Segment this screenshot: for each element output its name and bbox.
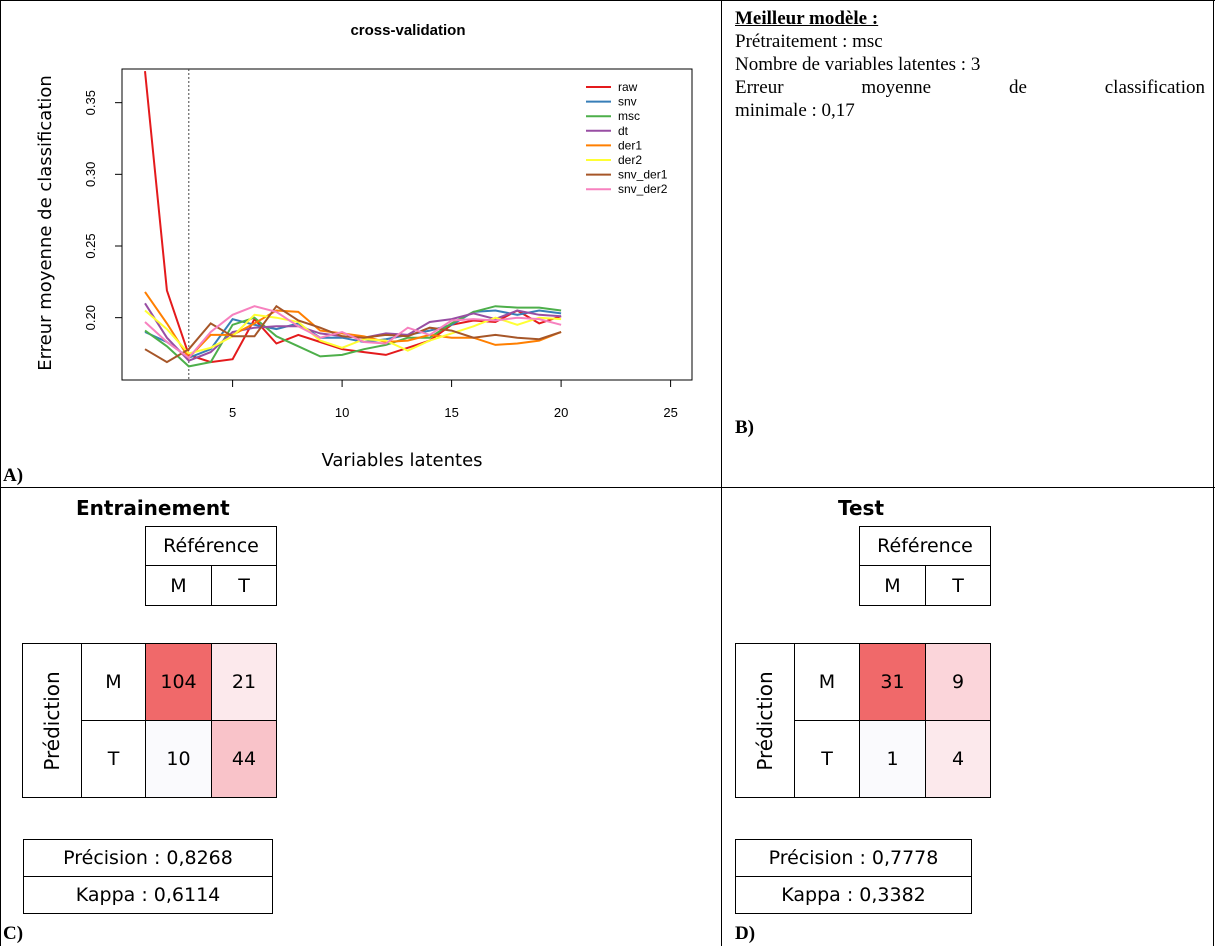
test-prediction-header: Prédiction bbox=[735, 643, 795, 798]
legend-label: snv_der2 bbox=[618, 182, 668, 196]
series-snv-der2-line bbox=[144, 305, 562, 360]
training-row-t: T bbox=[81, 720, 146, 798]
x-axis-title: Variables latentes bbox=[321, 450, 482, 471]
test-reference-header: Référence bbox=[859, 526, 991, 566]
y-axis-title: Erreur moyenne de classification bbox=[35, 75, 56, 371]
error-word-4: classification bbox=[1104, 77, 1205, 98]
test-cell-tt: 4 bbox=[925, 720, 991, 798]
training-col-t: T bbox=[211, 565, 277, 606]
legend-label: snv_der1 bbox=[618, 168, 668, 182]
panel-a-letter: A) bbox=[3, 465, 24, 486]
test-row-t: T bbox=[794, 720, 860, 798]
test-col-m: M bbox=[859, 565, 926, 606]
legend-label: msc bbox=[618, 109, 640, 123]
min-error-line: minimale : 0,17 bbox=[735, 100, 855, 121]
cross-validation-chart: cross-validation 5 10 15 20 25 0.200.250.300… bbox=[35, 22, 693, 471]
training-cell-mt: 21 bbox=[211, 643, 277, 721]
right-border bbox=[1213, 0, 1214, 946]
preprocessing-line: Prétraitement : msc bbox=[735, 31, 883, 52]
middle-border bbox=[0, 487, 1215, 488]
test-prediction-label: Prédiction bbox=[753, 670, 777, 771]
training-kappa: Kappa : 0,6114 bbox=[23, 876, 273, 914]
series-der1-line bbox=[144, 291, 562, 360]
x-tick-label: 5 bbox=[229, 405, 236, 420]
x-axis: 5 10 15 20 25 bbox=[229, 380, 678, 420]
plot-frame bbox=[121, 68, 693, 381]
series-msc-line bbox=[144, 305, 562, 368]
y-tick-label: 0.20 bbox=[83, 305, 98, 330]
training-prediction-header: Prédiction bbox=[22, 643, 82, 798]
test-cell-mm: 31 bbox=[859, 643, 926, 721]
latent-variables-line: Nombre de variables latentes : 3 bbox=[735, 54, 981, 75]
test-kappa: Kappa : 0,3382 bbox=[735, 876, 972, 914]
x-tick-label: 15 bbox=[444, 405, 458, 420]
best-model-panel: Meilleur modèle : Prétraitement : msc No… bbox=[735, 7, 1205, 122]
training-cell-tm: 10 bbox=[145, 720, 212, 798]
test-col-t: T bbox=[925, 565, 991, 606]
x-tick-label: 25 bbox=[663, 405, 677, 420]
error-word-3: de bbox=[1008, 77, 1027, 98]
series-raw-line bbox=[144, 71, 562, 364]
y-axis: 0.20 0.25 0.30 0.35 bbox=[83, 90, 122, 330]
y-tick-label: 0.35 bbox=[83, 90, 98, 115]
panel-c-letter: C) bbox=[3, 923, 24, 944]
training-cell-mm: 104 bbox=[145, 643, 212, 721]
best-model-title: Meilleur modèle : bbox=[735, 8, 879, 29]
error-line: Erreur moyenne de classification bbox=[735, 76, 1205, 99]
series-der2-line bbox=[144, 309, 562, 355]
top-border bbox=[0, 0, 1215, 1]
training-prediction-label: Prédiction bbox=[40, 670, 64, 771]
center-divider bbox=[721, 0, 722, 946]
training-reference-header: Référence bbox=[145, 526, 277, 566]
series-group bbox=[144, 71, 562, 368]
panel-b-letter: B) bbox=[735, 417, 754, 438]
x-tick-label: 10 bbox=[335, 405, 349, 420]
training-title: Entrainement bbox=[76, 496, 230, 520]
left-border bbox=[0, 0, 1, 946]
error-word-2: moyenne bbox=[861, 77, 932, 98]
series-snv-line bbox=[144, 309, 562, 359]
x-tick-label: 20 bbox=[554, 405, 568, 420]
test-cell-mt: 9 bbox=[925, 643, 991, 721]
panel-d-letter: D) bbox=[735, 923, 756, 944]
legend-label: raw bbox=[618, 80, 638, 94]
test-title: Test bbox=[838, 496, 885, 520]
legend-label: dt bbox=[618, 124, 629, 138]
training-cell-tt: 44 bbox=[211, 720, 277, 798]
test-row-m: M bbox=[794, 643, 860, 721]
y-tick-label: 0.30 bbox=[83, 162, 98, 187]
training-row-m: M bbox=[81, 643, 146, 721]
error-word-1: Erreur bbox=[735, 77, 784, 98]
legend-label: der2 bbox=[618, 153, 642, 167]
training-precision: Précision : 0,8268 bbox=[23, 839, 273, 877]
training-col-m: M bbox=[145, 565, 212, 606]
chart-title: cross-validation bbox=[350, 22, 465, 39]
legend-label: der1 bbox=[618, 138, 642, 152]
y-tick-label: 0.25 bbox=[83, 233, 98, 258]
test-precision: Précision : 0,7778 bbox=[735, 839, 972, 877]
test-cell-tm: 1 bbox=[859, 720, 926, 798]
legend-label: snv bbox=[618, 95, 637, 109]
